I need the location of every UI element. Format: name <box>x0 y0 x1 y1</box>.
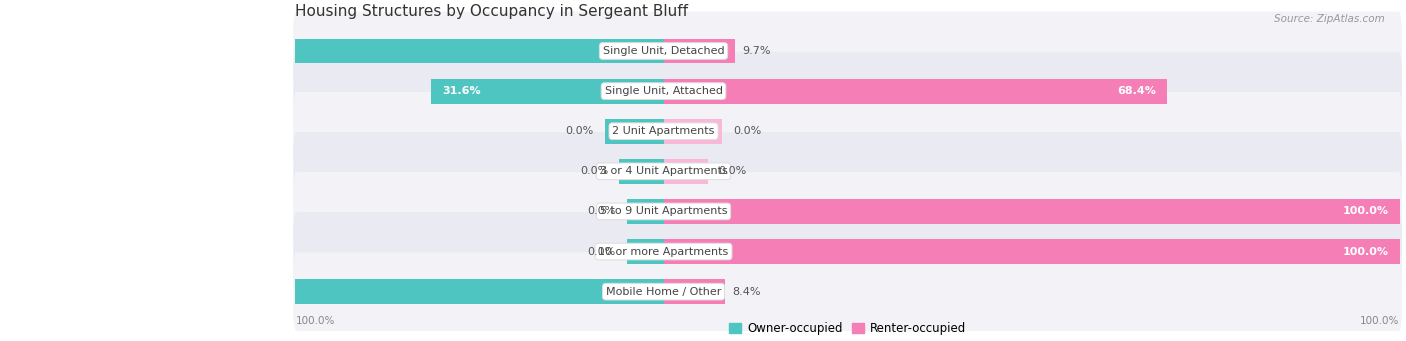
Text: 0.0%: 0.0% <box>581 166 609 176</box>
Text: 5 to 9 Unit Apartments: 5 to 9 Unit Apartments <box>600 206 727 217</box>
FancyBboxPatch shape <box>294 132 1402 211</box>
Bar <box>0 39 664 63</box>
Bar <box>664 239 1399 264</box>
Text: 2 Unit Apartments: 2 Unit Apartments <box>613 126 714 136</box>
FancyBboxPatch shape <box>294 172 1402 251</box>
Text: 100.0%: 100.0% <box>1360 315 1399 326</box>
Text: Source: ZipAtlas.com: Source: ZipAtlas.com <box>1274 14 1385 24</box>
Text: 90.4%: 90.4% <box>8 46 48 56</box>
FancyBboxPatch shape <box>294 252 1402 331</box>
Bar <box>627 239 664 264</box>
Text: 8.4%: 8.4% <box>733 287 761 297</box>
Bar <box>620 159 664 184</box>
Text: 68.4%: 68.4% <box>1118 86 1156 96</box>
Text: Single Unit, Attached: Single Unit, Attached <box>605 86 723 96</box>
FancyBboxPatch shape <box>294 12 1402 90</box>
Text: 0.0%: 0.0% <box>565 126 593 136</box>
Text: 0.0%: 0.0% <box>718 166 747 176</box>
FancyBboxPatch shape <box>294 52 1402 130</box>
Text: Single Unit, Detached: Single Unit, Detached <box>603 46 724 56</box>
Bar <box>605 119 664 144</box>
Bar <box>664 279 725 304</box>
Bar <box>664 119 723 144</box>
Text: 100.0%: 100.0% <box>295 315 335 326</box>
Bar <box>664 39 735 63</box>
Text: Mobile Home / Other: Mobile Home / Other <box>606 287 721 297</box>
Text: 10 or more Apartments: 10 or more Apartments <box>599 247 728 256</box>
Text: 0.0%: 0.0% <box>588 206 616 217</box>
Text: 9.7%: 9.7% <box>742 46 770 56</box>
Text: 91.6%: 91.6% <box>0 287 39 297</box>
Text: 3 or 4 Unit Apartments: 3 or 4 Unit Apartments <box>599 166 727 176</box>
Text: 0.0%: 0.0% <box>734 126 762 136</box>
Text: 100.0%: 100.0% <box>1343 247 1389 256</box>
Bar <box>664 199 1399 224</box>
Bar <box>664 79 1167 104</box>
Bar <box>664 159 707 184</box>
FancyBboxPatch shape <box>294 92 1402 170</box>
Text: 0.0%: 0.0% <box>588 247 616 256</box>
Text: 100.0%: 100.0% <box>1343 206 1389 217</box>
Legend: Owner-occupied, Renter-occupied: Owner-occupied, Renter-occupied <box>724 317 970 340</box>
Text: Housing Structures by Occupancy in Sergeant Bluff: Housing Structures by Occupancy in Serge… <box>295 4 689 19</box>
Text: 31.6%: 31.6% <box>441 86 481 96</box>
Bar <box>627 199 664 224</box>
Bar <box>0 279 664 304</box>
Bar <box>430 79 664 104</box>
FancyBboxPatch shape <box>294 212 1402 291</box>
